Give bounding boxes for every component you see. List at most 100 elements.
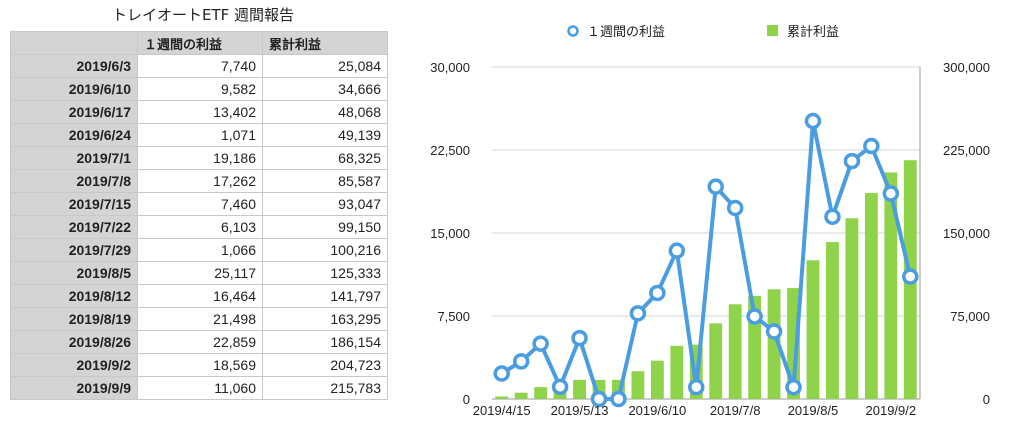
bar-total-profit: [514, 392, 528, 399]
x-tick-label: 2019/7/8: [710, 403, 761, 418]
weekly-report-table: １週間の利益 累計利益 2019/6/3 7,740 25,084 2019/6/10…: [10, 31, 388, 400]
point-weekly-profit: [629, 305, 647, 322]
row-date: 2019/6/3: [10, 54, 138, 78]
row-date: 2019/9/9: [10, 376, 138, 400]
row-weekly-profit: 18,569: [137, 353, 263, 377]
row-total-profit: 141,797: [262, 284, 388, 308]
profit-chart: 0 0 7,500 75,000 15,000 150,000 22,500 225,000 3…: [430, 24, 990, 418]
y-right-tick-label: 300,000: [943, 60, 990, 75]
bar-total-profit: [806, 260, 820, 399]
table-header-row: １週間の利益 累計利益: [10, 31, 388, 55]
point-weekly-profit: [571, 329, 588, 347]
row-weekly-profit: 1,071: [137, 123, 263, 147]
point-weekly-profit: [882, 185, 900, 202]
row-date: 2019/7/29: [10, 238, 138, 262]
x-tick-label: 2019/6/10: [628, 403, 686, 418]
point-weekly-profit: [668, 242, 686, 259]
point-weekly-profit: [512, 353, 530, 370]
point-weekly-profit: [493, 365, 510, 382]
point-weekly-profit: [532, 335, 549, 352]
row-date: 2019/7/1: [10, 146, 138, 170]
point-weekly-profit: [785, 378, 802, 396]
bar-total-profit: [670, 345, 684, 399]
bar-total-profit: [884, 172, 898, 399]
row-date: 2019/7/8: [10, 169, 138, 193]
row-total-profit: 68,325: [262, 146, 388, 170]
y-left-tick-label: 15,000: [430, 226, 470, 241]
header-date: [10, 31, 138, 55]
row-date: 2019/6/24: [10, 123, 138, 147]
table-row: 2019/7/1 19,186 68,325: [10, 146, 388, 170]
y-left-tick-label: 7,500: [437, 309, 470, 324]
row-total-profit: 186,154: [262, 330, 388, 354]
row-weekly-profit: 9,582: [137, 77, 263, 101]
row-total-profit: 85,587: [262, 169, 388, 193]
legend-total-profit: 累計利益: [787, 24, 839, 39]
legend-line-marker: [567, 25, 579, 37]
y-left-tick-label: 30,000: [430, 60, 470, 75]
table-row: 2019/7/29 1,066 100,216: [10, 238, 388, 262]
row-weekly-profit: 21,498: [137, 307, 263, 331]
row-weekly-profit: 22,859: [137, 330, 263, 354]
bar-total-profit: [787, 288, 800, 399]
line-weekly-profit: [500, 119, 913, 401]
point-weekly-profit: [843, 152, 861, 170]
y-left-tick-label: 22,500: [430, 143, 470, 158]
y-right-tick-label: 150,000: [943, 226, 990, 241]
bar-total-profit: [650, 360, 664, 399]
header-total-profit: 累計利益: [262, 31, 388, 55]
x-tick-label: 2019/9/2: [866, 403, 917, 418]
row-weekly-profit: 7,460: [137, 192, 263, 216]
bar-total-profit: [826, 242, 839, 399]
row-date: 2019/8/5: [10, 261, 138, 285]
y-right-tick-label: 75,000: [950, 309, 990, 324]
point-weekly-profit: [804, 112, 822, 130]
row-weekly-profit: 17,262: [137, 169, 263, 193]
point-weekly-profit: [590, 390, 608, 408]
row-date: 2019/9/2: [10, 353, 138, 377]
row-weekly-profit: 1,066: [137, 238, 263, 262]
bar-total-profit: [495, 396, 509, 399]
table-row: 2019/7/15 7,460 93,047: [10, 192, 388, 216]
y-right-tick-label: 0: [983, 392, 990, 407]
bar-total-profit: [728, 304, 742, 399]
table-row: 2019/9/2 18,569 204,723: [10, 353, 388, 377]
row-weekly-profit: 7,740: [137, 54, 263, 78]
point-weekly-profit: [688, 378, 705, 396]
header-weekly-profit: １週間の利益: [137, 31, 263, 55]
row-weekly-profit: 6,103: [137, 215, 263, 239]
x-tick-label: 2019/8/5: [788, 403, 839, 418]
table-row: 2019/8/5 25,117 125,333: [10, 261, 388, 285]
table-row: 2019/6/17 13,402 48,068: [10, 100, 388, 124]
bar-total-profit: [709, 323, 723, 399]
point-weekly-profit: [649, 284, 666, 302]
row-total-profit: 25,084: [262, 54, 388, 78]
point-weekly-profit: [863, 137, 880, 155]
bar-total-profit: [864, 192, 878, 399]
row-date: 2019/8/26: [10, 330, 138, 354]
row-total-profit: 100,216: [262, 238, 388, 262]
row-total-profit: 93,047: [262, 192, 388, 216]
y-right-tick-label: 225,000: [943, 143, 990, 158]
row-total-profit: 34,666: [262, 77, 388, 101]
bar-total-profit: [767, 289, 781, 399]
table-row: 2019/8/26 22,859 186,154: [10, 330, 388, 354]
row-weekly-profit: 16,464: [137, 284, 263, 308]
bar-total-profit: [534, 387, 548, 399]
table-row: 2019/6/10 9,582 34,666: [10, 77, 388, 101]
point-weekly-profit: [726, 199, 744, 217]
row-total-profit: 49,139: [262, 123, 388, 147]
table-row: 2019/8/19 21,498 163,295: [10, 307, 388, 331]
row-total-profit: 48,068: [262, 100, 388, 124]
table-row: 2019/6/24 1,071 49,139: [10, 123, 388, 147]
y-left-tick-label: 0: [463, 392, 470, 407]
row-date: 2019/6/17: [10, 100, 138, 124]
row-total-profit: 125,333: [262, 261, 388, 285]
row-date: 2019/8/19: [10, 307, 138, 331]
point-weekly-profit: [902, 268, 919, 285]
row-date: 2019/8/12: [10, 284, 138, 308]
point-weekly-profit: [746, 308, 763, 325]
row-total-profit: 204,723: [262, 353, 388, 377]
table-row: 2019/6/3 7,740 25,084: [10, 54, 388, 78]
row-date: 2019/6/10: [10, 77, 138, 101]
